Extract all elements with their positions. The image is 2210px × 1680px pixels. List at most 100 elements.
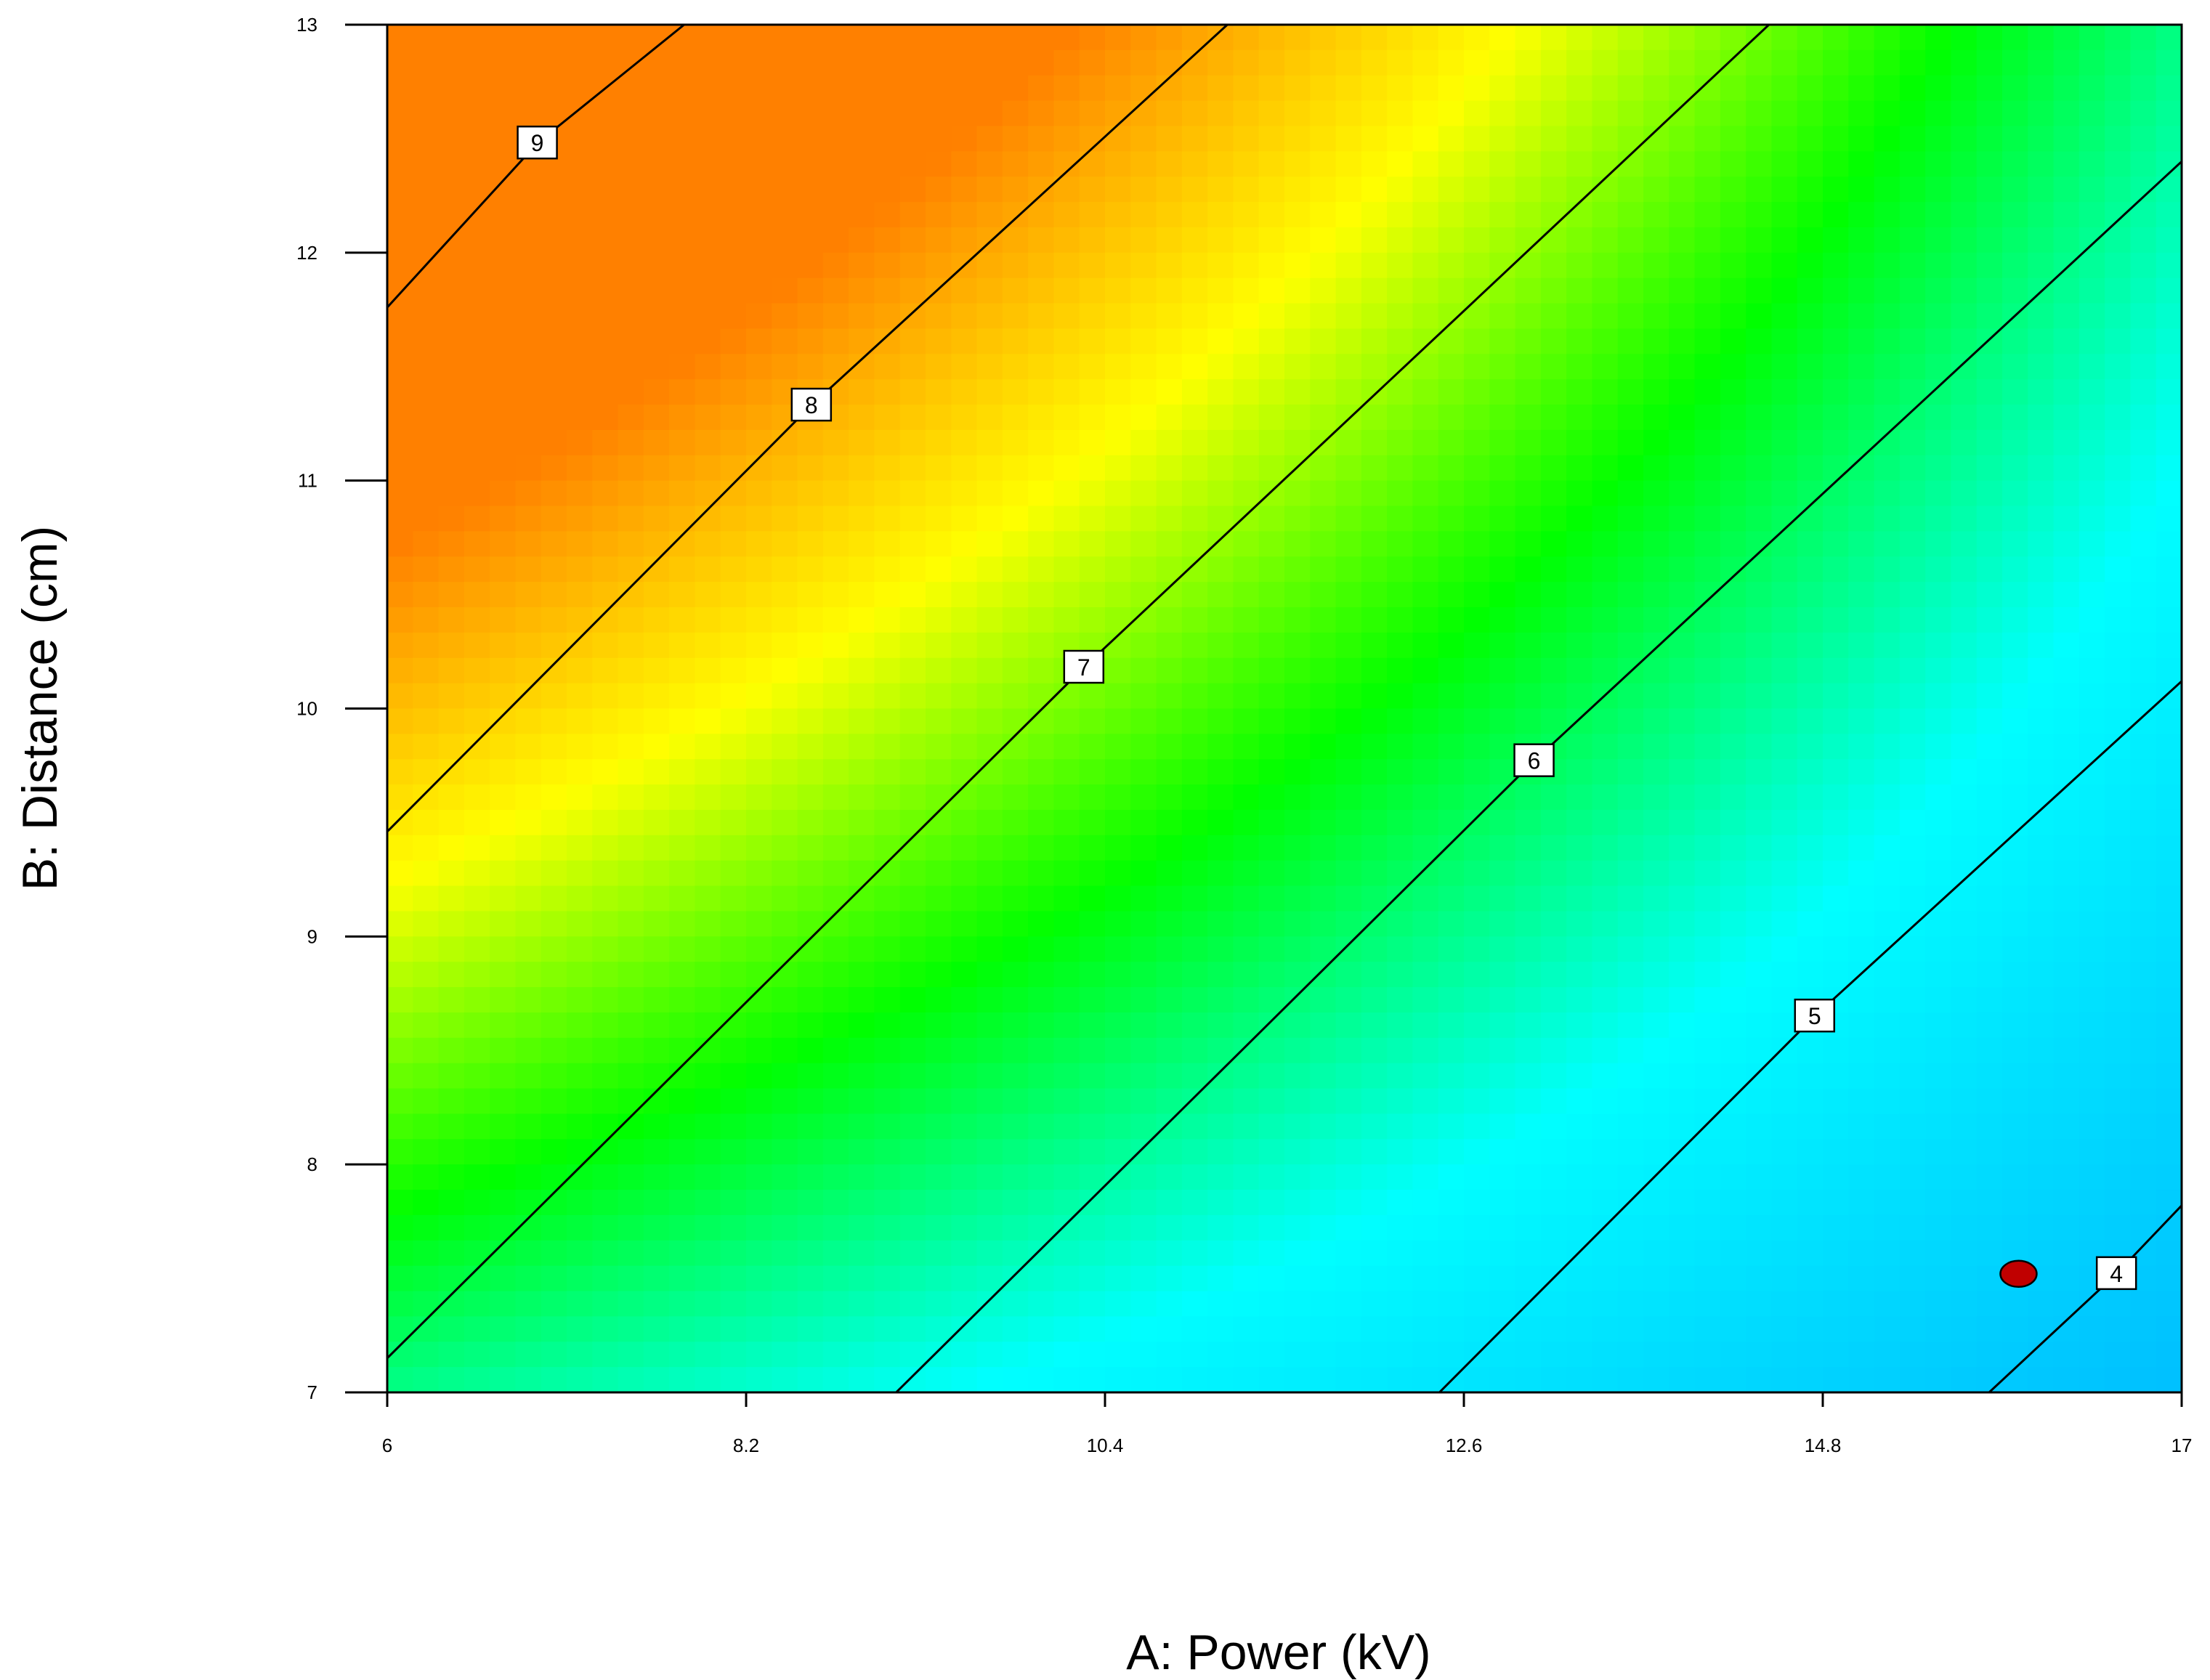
heatmap-cell: [1387, 100, 1414, 127]
heatmap-cell: [669, 126, 696, 153]
heatmap-cell: [720, 1063, 747, 1089]
heatmap-cell: [1181, 227, 1208, 253]
heatmap-cell: [2130, 885, 2157, 912]
heatmap-cell: [1848, 429, 1875, 456]
heatmap-cell: [1515, 1240, 1542, 1267]
heatmap-cell: [1925, 1240, 1952, 1267]
heatmap-cell: [2028, 582, 2055, 608]
heatmap-cell: [1771, 657, 1798, 684]
heatmap-cell: [2028, 100, 2055, 127]
heatmap-cell: [1233, 582, 1260, 608]
heatmap-cell: [1515, 405, 1542, 431]
heatmap-cell: [797, 809, 824, 836]
heatmap-cell: [1617, 100, 1644, 127]
heatmap-cell: [1207, 784, 1234, 811]
heatmap-cell: [592, 962, 619, 988]
heatmap-cell: [643, 202, 670, 228]
heatmap-cell: [1669, 1164, 1696, 1190]
heatmap-cell: [1592, 632, 1619, 659]
heatmap-cell: [1335, 126, 1362, 153]
heatmap-cell: [1053, 227, 1080, 253]
heatmap-cell: [387, 683, 414, 710]
heatmap-cell: [926, 429, 952, 456]
heatmap-cell: [1823, 1342, 1850, 1368]
heatmap-cell: [1746, 506, 1773, 532]
heatmap-cell: [490, 25, 517, 51]
heatmap-cell: [1079, 936, 1106, 962]
heatmap-cell: [1694, 303, 1721, 330]
heatmap-cell: [746, 835, 773, 861]
heatmap-cell: [899, 176, 926, 203]
heatmap-cell: [899, 75, 926, 102]
heatmap-cell: [1617, 1113, 1644, 1140]
heatmap-cell: [1771, 328, 1798, 355]
heatmap-cell: [1951, 987, 1978, 1013]
heatmap-cell: [2002, 1139, 2029, 1165]
heatmap-cell: [618, 303, 644, 330]
heatmap-cell: [1335, 1291, 1362, 1318]
heatmap-cell: [1130, 405, 1157, 431]
heatmap-cell: [1540, 1367, 1567, 1392]
heatmap-cell: [1874, 328, 1901, 355]
heatmap-cell: [387, 835, 414, 861]
heatmap-cell: [490, 556, 517, 583]
heatmap-cell: [618, 531, 644, 558]
heatmap-cell: [2156, 987, 2182, 1013]
heatmap-cell: [1284, 582, 1311, 608]
heatmap-cell: [1797, 1088, 1824, 1115]
heatmap-cell: [1438, 962, 1465, 988]
heatmap-cell: [1592, 657, 1619, 684]
heatmap-cell: [822, 962, 849, 988]
heatmap-cell: [1643, 1214, 1670, 1241]
heatmap-cell: [2105, 328, 2132, 355]
heatmap-cell: [1643, 607, 1670, 633]
heatmap-cell: [1823, 556, 1850, 583]
heatmap-cell: [797, 227, 824, 253]
heatmap-cell: [2130, 455, 2157, 482]
heatmap-cell: [1335, 784, 1362, 811]
heatmap-cell: [772, 100, 798, 127]
heatmap-cell: [1258, 227, 1285, 253]
heatmap-cell: [926, 556, 952, 583]
heatmap-cell: [1028, 429, 1055, 456]
heatmap-cell: [1284, 1139, 1311, 1165]
heatmap-cell: [720, 1012, 747, 1039]
heatmap-cell: [1335, 1139, 1362, 1165]
heatmap-cell: [1438, 911, 1465, 938]
heatmap-cell: [926, 455, 952, 482]
heatmap-cell: [592, 1265, 619, 1292]
heatmap-cell: [1976, 683, 2003, 710]
heatmap-cell: [1489, 632, 1516, 659]
heatmap-cell: [1566, 1012, 1593, 1039]
heatmap-cell: [1181, 328, 1208, 355]
heatmap-cell: [1951, 1139, 1978, 1165]
heatmap-cell: [797, 582, 824, 608]
heatmap-cell: [2156, 1164, 2182, 1190]
heatmap-cell: [438, 607, 465, 633]
heatmap-cell: [1771, 1291, 1798, 1318]
heatmap-cell: [1002, 987, 1029, 1013]
heatmap-cell: [567, 25, 594, 51]
heatmap-cell: [464, 126, 490, 153]
heatmap-cell: [1823, 860, 1850, 887]
heatmap-cell: [1464, 962, 1491, 988]
heatmap-cell: [643, 582, 670, 608]
heatmap-cell: [1771, 25, 1798, 51]
heatmap-cell: [2105, 582, 2132, 608]
heatmap-cell: [1617, 49, 1644, 76]
heatmap-cell: [1207, 100, 1234, 127]
heatmap-cell: [1105, 227, 1132, 253]
heatmap-cell: [387, 1240, 414, 1267]
heatmap-cell: [1592, 49, 1619, 76]
heatmap-cell: [1130, 1265, 1157, 1292]
heatmap-cell: [515, 556, 542, 583]
heatmap-cell: [1797, 784, 1824, 811]
heatmap-cell: [976, 734, 1003, 760]
heatmap-cell: [772, 1316, 798, 1343]
heatmap-cell: [2130, 480, 2157, 507]
heatmap-cell: [2053, 151, 2080, 178]
heatmap-cell: [2130, 987, 2157, 1013]
heatmap-cell: [1489, 784, 1516, 811]
heatmap-cell: [1464, 379, 1491, 405]
heatmap-cell: [2053, 987, 2080, 1013]
